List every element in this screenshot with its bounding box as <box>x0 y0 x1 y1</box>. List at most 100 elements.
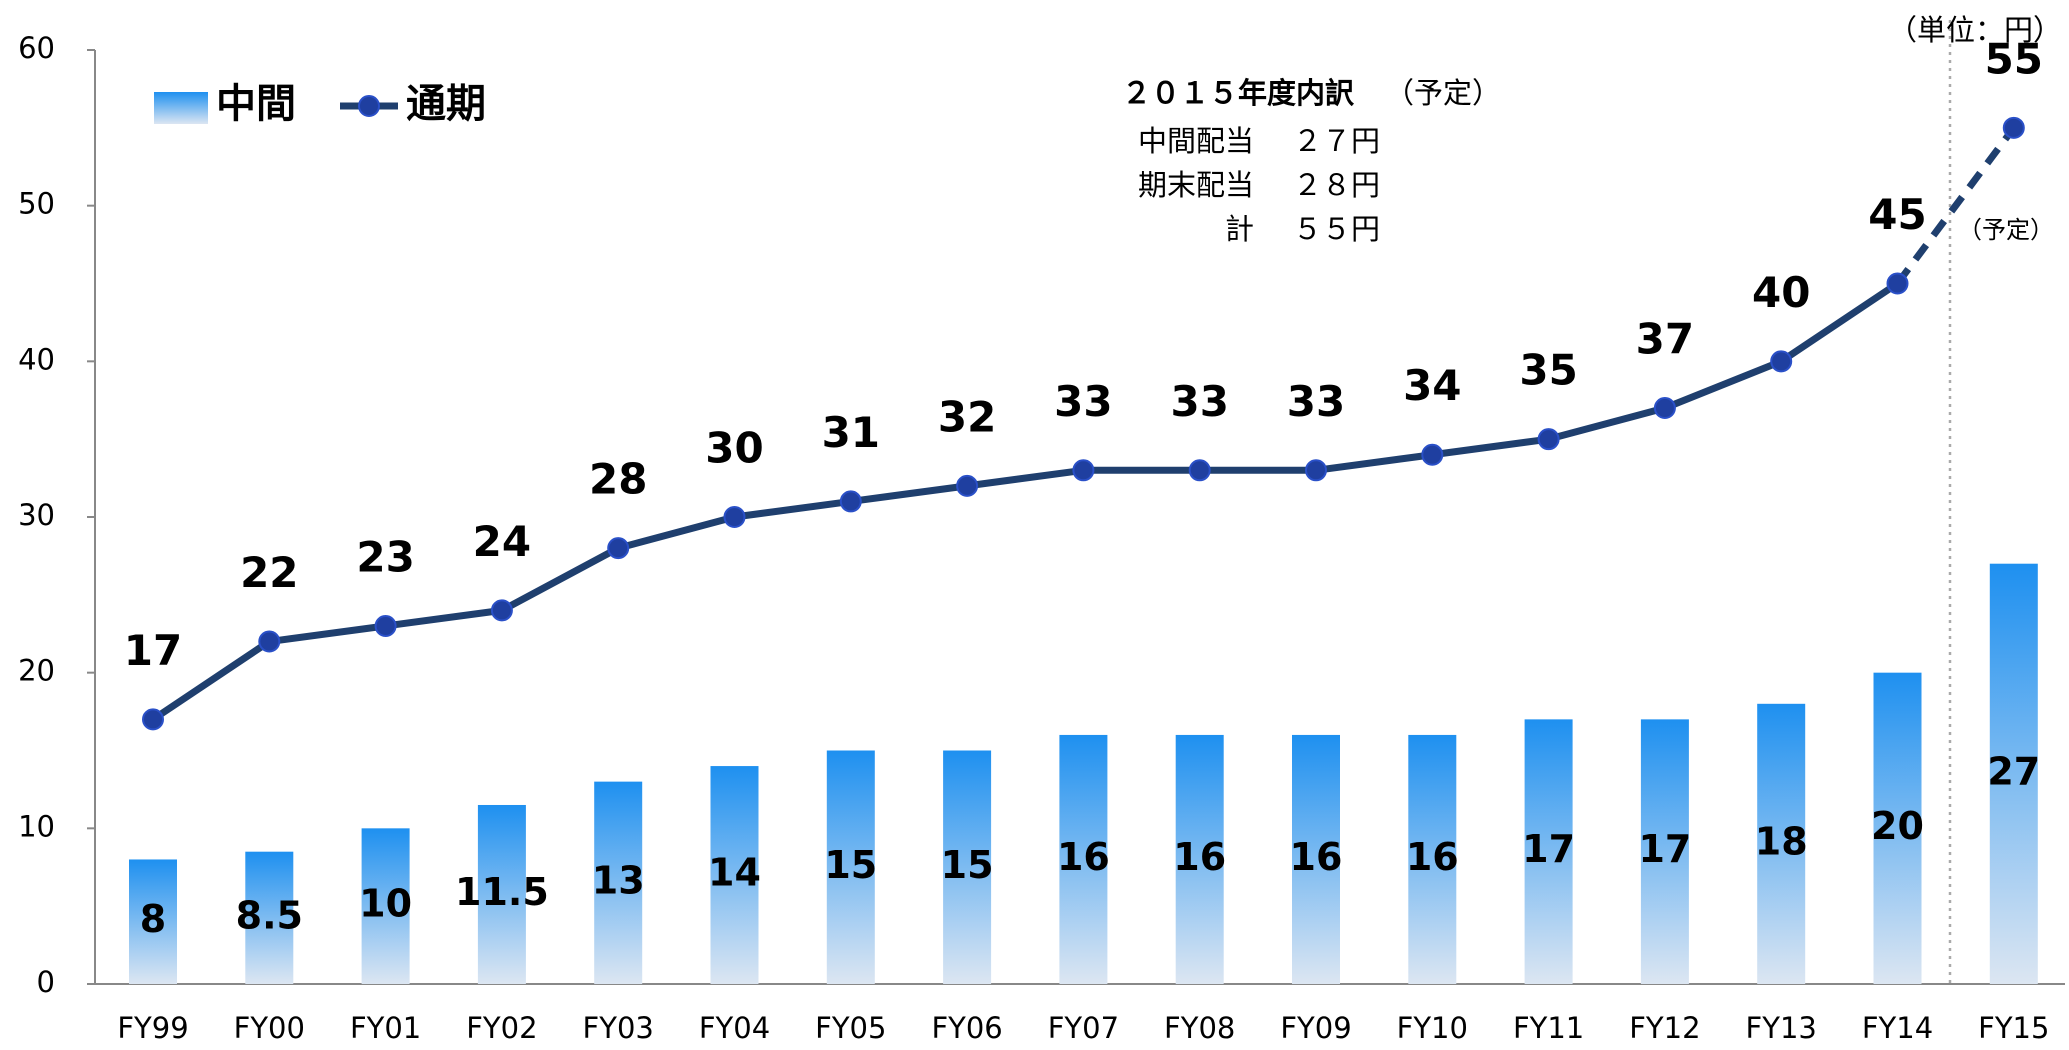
line-marker <box>839 490 862 513</box>
x-tick-label: FY06 <box>931 1011 1002 1045</box>
line-value-label: 24 <box>473 517 531 566</box>
bar-value-label: 16 <box>1057 835 1110 879</box>
bar-value-label: 18 <box>1755 819 1808 863</box>
y-tick-label: 0 <box>37 965 55 999</box>
bar <box>477 804 526 984</box>
line-value-label: 28 <box>589 455 647 504</box>
breakdown-label: 期末配当 <box>1138 168 1254 202</box>
breakdown-note: （予定） <box>1385 76 1501 110</box>
breakdown-value: ５５円 <box>1293 212 1380 246</box>
x-tick-label: FY10 <box>1397 1011 1468 1045</box>
bar <box>1757 703 1806 984</box>
line-value-label: 33 <box>1054 377 1112 426</box>
y-tick-label: 10 <box>18 809 55 843</box>
bar <box>594 781 643 984</box>
bar-value-label: 8.5 <box>236 893 303 937</box>
x-tick-label: FY03 <box>583 1011 654 1045</box>
line-marker <box>1653 397 1676 420</box>
bar-value-label: 15 <box>824 843 877 887</box>
x-tick-label: FY13 <box>1746 1011 1817 1045</box>
x-tick-label: FY09 <box>1280 1011 1351 1045</box>
line-value-label: 55 <box>1985 34 2043 83</box>
line-value-label: 31 <box>822 408 880 457</box>
line-value-label: 40 <box>1752 268 1810 317</box>
line-marker <box>1305 459 1327 482</box>
line-marker <box>956 474 979 497</box>
y-tick-label: 50 <box>18 187 55 221</box>
line-value-label: 37 <box>1636 315 1694 364</box>
forecast-label: （予定） <box>1958 216 2054 244</box>
breakdown-title: ２０１５年度内訳 <box>1122 76 1355 110</box>
bar <box>1175 734 1224 984</box>
bar <box>710 766 759 984</box>
y-tick-label: 20 <box>18 654 55 688</box>
bar-value-label: 15 <box>941 843 994 887</box>
breakdown-value: ２７円 <box>1293 124 1380 158</box>
x-tick-label: FY15 <box>1978 1011 2049 1045</box>
bar-value-label: 16 <box>1173 835 1226 879</box>
y-tick-label: 40 <box>18 342 55 376</box>
x-tick-label: FY00 <box>234 1011 305 1045</box>
x-tick-label: FY02 <box>466 1011 537 1045</box>
line-marker <box>142 708 164 731</box>
x-tick-label: FY01 <box>350 1011 421 1045</box>
line-value-label: 23 <box>356 532 414 581</box>
bar-value-label: 8 <box>140 897 166 941</box>
line-marker <box>1770 350 1793 373</box>
unit-label: （単位：円） <box>1888 13 2062 47</box>
x-tick-label: FY07 <box>1048 1011 1119 1045</box>
x-tick-label: FY99 <box>117 1011 188 1045</box>
bar-value-label: 17 <box>1522 827 1575 871</box>
line-marker <box>258 630 281 653</box>
bar <box>943 750 992 984</box>
bar <box>1524 719 1573 984</box>
line-value-label: 45 <box>1868 190 1926 239</box>
bar-value-label: 20 <box>1871 804 1924 848</box>
x-tick-label: FY14 <box>1862 1011 1933 1045</box>
bar-value-label: 16 <box>1406 835 1459 879</box>
line-marker <box>607 537 630 560</box>
bar <box>1640 719 1689 984</box>
line-marker <box>374 614 397 637</box>
legend-label: 通期 <box>406 81 486 127</box>
bar <box>245 851 294 984</box>
line-value-label: 33 <box>1287 377 1345 426</box>
x-tick-label: FY12 <box>1629 1011 1700 1045</box>
line-value-label: 34 <box>1403 361 1461 410</box>
bar <box>1292 734 1340 984</box>
legend-swatch <box>154 92 208 124</box>
line-marker <box>1188 459 1211 482</box>
line-value-label: 30 <box>705 424 763 473</box>
breakdown-value: ２８円 <box>1293 168 1380 202</box>
bar-value-label: 10 <box>359 882 412 926</box>
legend: 中間 通期 <box>154 81 486 127</box>
line <box>151 280 1900 723</box>
bar <box>129 859 177 984</box>
y-tick-label: 60 <box>18 31 55 65</box>
bar-value-label: 11.5 <box>455 870 549 914</box>
line <box>1894 125 2017 286</box>
bar <box>826 750 875 984</box>
legend-swatch <box>358 95 380 117</box>
bar <box>1873 672 1922 984</box>
bar-value-label: 17 <box>1638 827 1691 871</box>
line-marker <box>490 599 513 622</box>
bar-value-label: 13 <box>592 858 645 902</box>
bar-value-label: 27 <box>1987 749 2040 793</box>
x-tick-label: FY05 <box>815 1011 886 1045</box>
bar <box>1408 734 1457 984</box>
bar <box>1059 734 1108 984</box>
breakdown-label: 計 <box>1225 212 1254 246</box>
line-value-label: 33 <box>1170 377 1228 426</box>
line-marker <box>1072 459 1095 482</box>
bar-value-label: 16 <box>1290 835 1343 879</box>
line-marker <box>2002 116 2025 139</box>
legend-label: 中間 <box>216 81 296 127</box>
x-tick-label: FY04 <box>699 1011 770 1045</box>
line-marker <box>1421 443 1444 466</box>
line-value-label: 35 <box>1519 346 1577 395</box>
line-value-label: 17 <box>124 626 182 675</box>
y-tick-label: 30 <box>18 498 55 532</box>
line-marker <box>1537 428 1560 451</box>
